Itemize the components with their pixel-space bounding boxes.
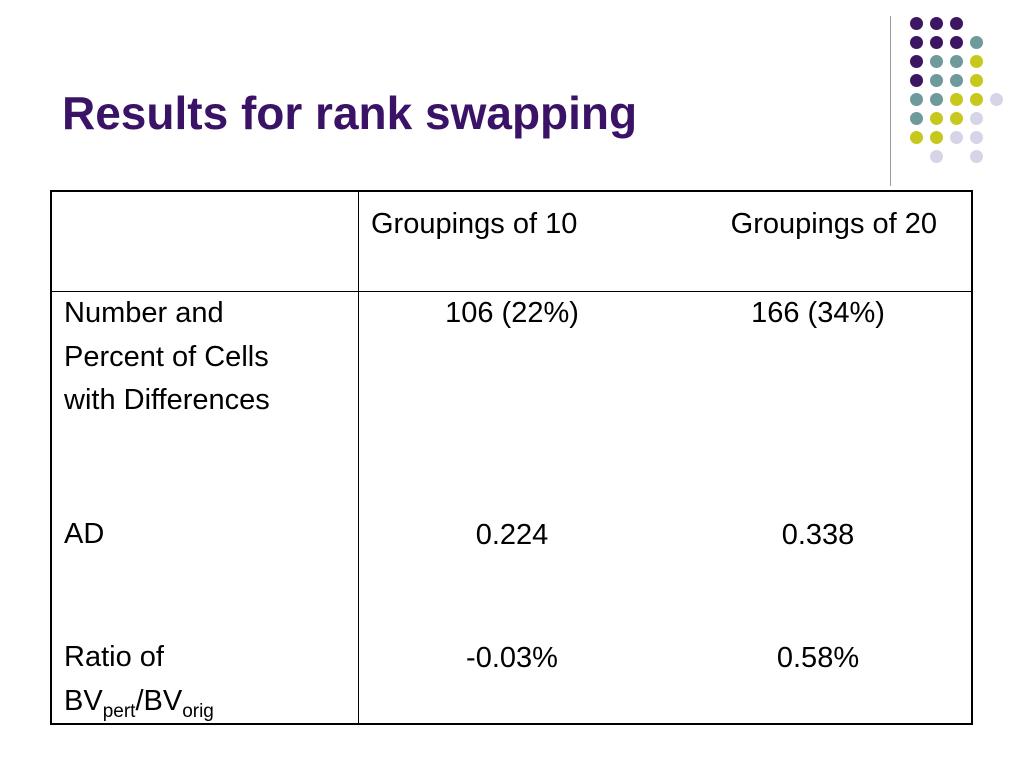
decorative-dot-grid	[0, 0, 1024, 200]
table-body-row: Number and Percent of Cells with Differe…	[50, 291, 973, 725]
table-header-row: Groupings of 10 Groupings of 20	[50, 190, 973, 292]
decor-dot	[970, 112, 983, 125]
row-label-ad: AD	[64, 517, 105, 550]
values-cell: 106 (22%) 0.224 -0.03% 166 (34%) 0.338 0	[358, 291, 973, 725]
decor-dot	[970, 36, 983, 49]
decor-dot	[910, 112, 923, 125]
row-label-cells-line2: Percent of Cells	[64, 340, 269, 373]
value-ratio-g10: -0.03%	[466, 642, 558, 674]
decor-dot	[910, 74, 923, 87]
header-empty-cell	[50, 190, 359, 292]
values-column-groupings-10: 106 (22%) 0.224 -0.03%	[359, 292, 665, 681]
decor-dot	[930, 93, 943, 106]
decor-dot	[910, 131, 923, 144]
values-column-groupings-20: 166 (34%) 0.338 0.58%	[665, 292, 971, 681]
decor-dot	[950, 17, 963, 30]
value-ad-g10: 0.224	[475, 518, 549, 551]
decor-dot	[910, 17, 923, 30]
bv-text: BV	[64, 684, 103, 717]
value-cells-g20: 166 (34%)	[751, 297, 885, 329]
row-label-cells-line1: Number and	[64, 297, 224, 329]
decor-dot	[930, 112, 943, 125]
decor-dot	[970, 55, 983, 68]
slide-title: Results for rank swapping	[62, 87, 638, 139]
value-cells-g10: 106 (22%)	[445, 297, 579, 329]
decor-dot	[930, 36, 943, 49]
decor-dot	[950, 55, 963, 68]
decor-dot	[910, 55, 923, 68]
row-labels-cell: Number and Percent of Cells with Differe…	[50, 291, 359, 725]
header-groupings-cell: Groupings of 10 Groupings of 20	[358, 190, 973, 292]
subscript-pert: pert	[102, 700, 136, 722]
decor-dot	[970, 74, 983, 87]
decor-dot	[950, 131, 963, 144]
decor-dot	[970, 131, 983, 144]
decor-dot	[930, 150, 943, 163]
decor-dot	[950, 36, 963, 49]
decor-dot	[910, 93, 923, 106]
decor-dot	[930, 74, 943, 87]
slash-bv-text: /BV	[135, 684, 183, 717]
subscript-orig: orig	[182, 700, 214, 722]
decor-dot	[950, 74, 963, 87]
decor-dot	[970, 93, 983, 106]
row-label-ratio-line2: BVpert/BVorig	[52, 680, 358, 724]
column-header-groupings-10: Groupings of 10	[371, 208, 578, 240]
decor-dot	[950, 112, 963, 125]
results-table: Groupings of 10 Groupings of 20 Number a…	[50, 190, 973, 725]
decor-dot	[930, 131, 943, 144]
decor-dot	[990, 93, 1003, 106]
decor-dot	[910, 36, 923, 49]
row-label-ratio-line1: Ratio of	[64, 641, 164, 673]
title-divider-line	[890, 16, 891, 186]
decor-dot	[950, 93, 963, 106]
decor-dot	[970, 150, 983, 163]
value-ad-g20: 0.338	[781, 518, 855, 551]
decor-dot	[930, 55, 943, 68]
value-ratio-g20: 0.58%	[776, 642, 860, 674]
column-header-groupings-20: Groupings of 20	[730, 208, 937, 240]
decor-dot	[930, 17, 943, 30]
row-label-cells-line3: with Differences	[64, 384, 270, 416]
